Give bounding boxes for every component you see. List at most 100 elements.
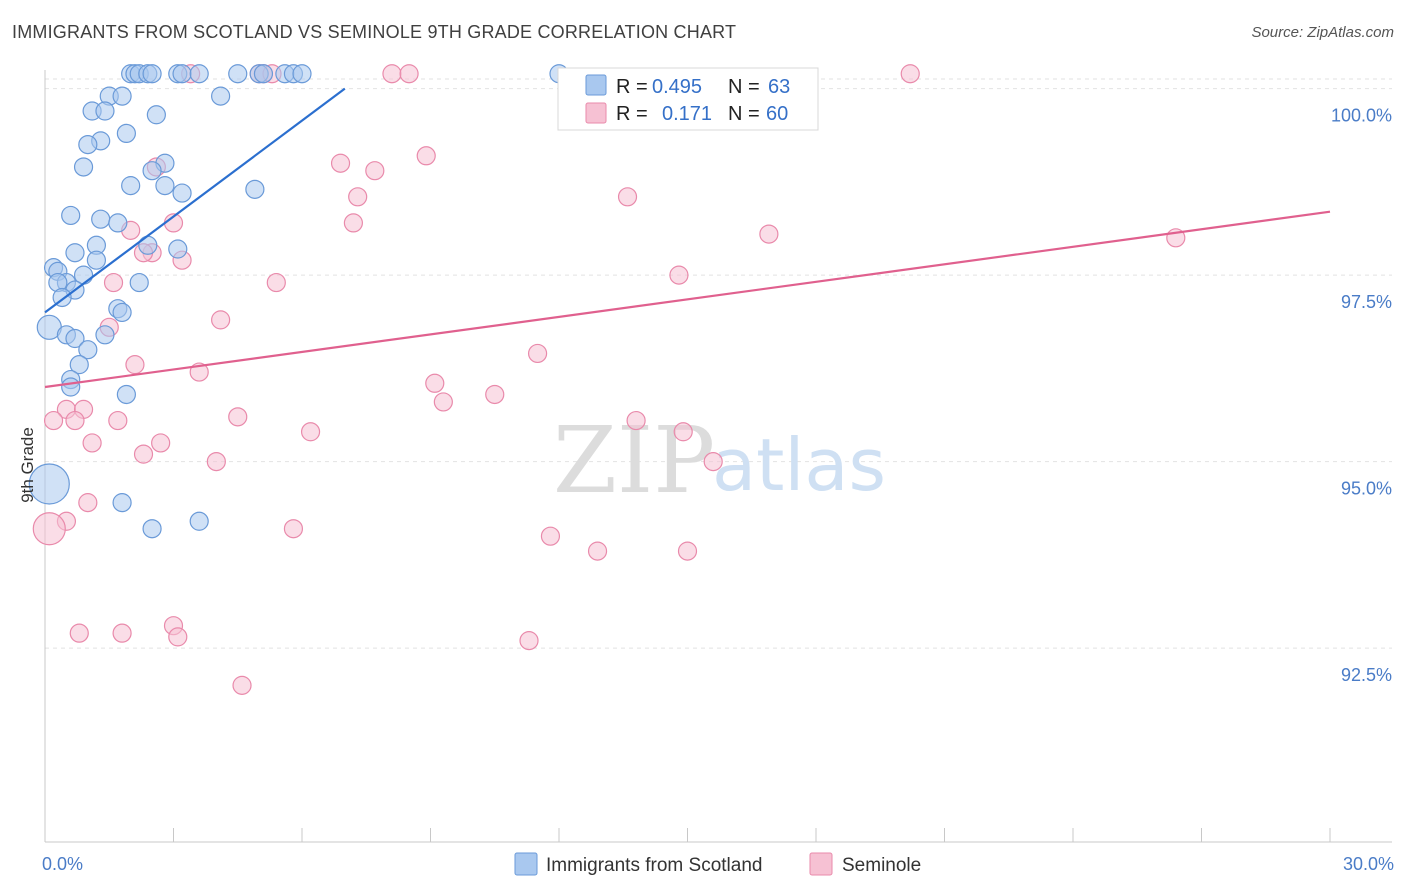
seminole-point [108, 410, 128, 431]
scotland-point [78, 134, 98, 155]
scotland-point [78, 340, 98, 360]
scotland-point [129, 272, 149, 293]
y-tick-label: 92.5% [1341, 665, 1392, 685]
scotland-point [61, 377, 81, 397]
scotland-trendline [44, 87, 346, 314]
seminole-point [382, 64, 402, 84]
series-legend: Immigrants from Scotland Seminole [514, 852, 921, 876]
seminole-point [151, 433, 171, 453]
scotland-point [112, 493, 132, 513]
seminole-point [112, 623, 132, 643]
scotland-point [73, 157, 94, 177]
seminole-point [211, 310, 231, 330]
seminole-point [32, 512, 66, 546]
seminole-point [266, 272, 286, 293]
seminole-point [485, 384, 505, 405]
scotland-point [28, 463, 70, 505]
seminole-point [519, 631, 539, 651]
seminole-point [900, 64, 920, 84]
bottom-legend-swatch-scotland [514, 852, 538, 876]
scotland-point [112, 302, 132, 323]
seminole-point [587, 541, 608, 561]
bottom-legend-swatch-seminole [809, 852, 833, 876]
seminole-point [626, 410, 646, 431]
seminole-point [425, 373, 445, 393]
seminole-point [365, 161, 385, 181]
seminole-point [330, 153, 351, 173]
seminole-point [399, 64, 419, 84]
legend-r-label-scotland: R = [616, 76, 648, 98]
seminole-point [669, 265, 689, 285]
scotland-point [146, 105, 166, 125]
seminole-point [300, 422, 321, 442]
seminole-point [343, 213, 363, 233]
chart-source: Source: ZipAtlas.com [1251, 24, 1394, 41]
y-tick-label: 100.0% [1331, 106, 1392, 126]
chart-title: IMMIGRANTS FROM SCOTLAND VS SEMINOLE 9TH… [12, 22, 737, 42]
seminole-point [65, 410, 85, 431]
scotland-point [245, 179, 265, 199]
x-tick-label: 0.0% [42, 854, 83, 874]
seminole-point [78, 493, 98, 513]
seminole-point [703, 451, 723, 472]
scotland-point [172, 183, 192, 203]
seminole-point [43, 410, 64, 431]
seminole-point [125, 355, 145, 375]
seminole-point [433, 392, 453, 412]
scotland-point [61, 205, 81, 226]
scotland-point [253, 64, 274, 84]
seminole-point [677, 541, 698, 561]
seminole-point [82, 433, 102, 453]
scotland-point [95, 325, 115, 345]
x-tick-label: 30.0% [1343, 854, 1394, 874]
scotland-point [69, 355, 89, 375]
seminole-point [103, 272, 124, 293]
seminole-point [168, 627, 188, 647]
legend-swatch-seminole [585, 102, 607, 124]
legend-r-value-seminole: 0.171 [662, 103, 712, 125]
scotland-point [292, 64, 312, 84]
bottom-legend-label-seminole: Seminole [842, 855, 921, 876]
legend-n-value-scotland: 63 [768, 76, 790, 98]
scotland-point [121, 176, 141, 196]
scotland-point [112, 86, 132, 106]
scotland-point [211, 86, 231, 106]
legend-n-label-seminole: N = [728, 103, 760, 125]
scotland-point [155, 176, 175, 196]
seminole-point [527, 343, 548, 364]
legend-r-label-seminole: R = [616, 103, 648, 125]
y-tick-label: 95.0% [1341, 479, 1392, 499]
watermark-atlas: atlas [712, 423, 886, 507]
scotland-point [116, 384, 136, 405]
legend-n-value-seminole: 60 [766, 103, 788, 125]
series-scotland [28, 64, 569, 539]
scotland-point [142, 161, 162, 181]
scotland-point [189, 511, 209, 531]
seminole-point [540, 526, 561, 546]
legend-r-value-scotland: 0.495 [652, 76, 702, 98]
seminole-trendline [44, 210, 1331, 389]
axes: 0.0% 30.0% [42, 70, 1394, 874]
trendlines [44, 87, 1331, 389]
series-seminole [32, 64, 1186, 695]
watermark: ZIP atlas [553, 407, 886, 514]
seminole-point [759, 224, 779, 244]
scotland-point [142, 64, 162, 84]
y-tick-label: 97.5% [1341, 292, 1392, 312]
seminole-point [348, 187, 368, 207]
seminole-point [228, 407, 248, 427]
seminole-point [206, 451, 226, 472]
scotland-point [91, 209, 111, 229]
seminole-point [69, 623, 89, 643]
legend-n-label-scotland: N = [728, 76, 760, 98]
seminole-point [133, 444, 154, 464]
scotland-point [65, 243, 85, 263]
scotland-point [172, 64, 192, 84]
scotland-point [138, 235, 158, 255]
scotland-point [168, 239, 188, 259]
seminole-point [617, 187, 638, 207]
correlation-legend: R = 0.495 N = 63 R = 0.171 N = 60 [557, 67, 819, 131]
scotland-point [142, 519, 162, 539]
scotland-point [228, 64, 248, 84]
